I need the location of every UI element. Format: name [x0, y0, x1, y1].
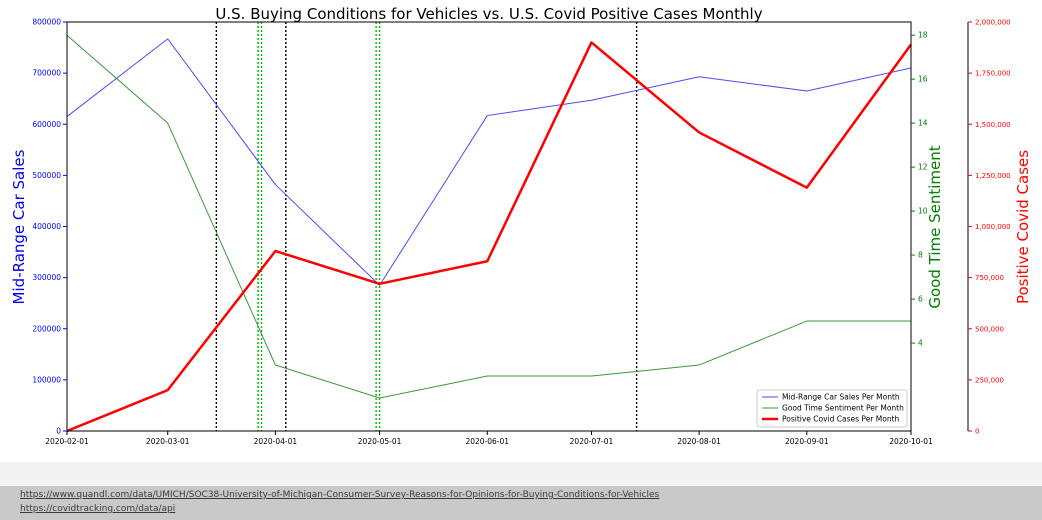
x-tick-label: 2020-03-01 — [146, 437, 190, 446]
axes-layer: 2020-02-01 2020-03-01 2020-04-01 2020-05-01… — [32, 18, 1010, 447]
left-tick-label: 700000 — [32, 69, 61, 78]
legend: Mid-Range Car Sales Per Month Good Time S… — [756, 389, 908, 428]
left-tick-label: 400000 — [32, 222, 61, 231]
right2-tick-label: 1,000,000 — [975, 223, 1011, 231]
legend-label: Good Time Sentiment Per Month — [782, 404, 904, 413]
legend-label: Mid-Range Car Sales Per Month — [782, 393, 900, 402]
left-tick-label: 600000 — [32, 120, 61, 129]
right1-tick-label: 4 — [918, 339, 923, 348]
left-axis-label: Mid-Range Car Sales — [10, 149, 28, 304]
right2-tick-label: 2,000,000 — [975, 19, 1011, 27]
source-link-quandl[interactable]: https://www.quandl.com/data/UMICH/SOC38-… — [20, 490, 660, 500]
right2-tick-label: 250,000 — [975, 376, 1004, 384]
left-tick-label: 100000 — [32, 375, 61, 384]
left-tick-label: 0 — [56, 427, 61, 436]
sources-bar: https://www.quandl.com/data/UMICH/SOC38-… — [0, 486, 1042, 520]
x-tick-label: 2020-05-01 — [358, 437, 402, 446]
source-link-covidtracking[interactable]: https://covidtracking.com/data/api — [20, 504, 176, 514]
right1-tick-label: 10 — [918, 207, 928, 216]
left-tick-label: 300000 — [32, 273, 61, 282]
right1-tick-label: 18 — [918, 31, 928, 40]
chart-title: U.S. Buying Conditions for Vehicles vs. … — [215, 5, 762, 23]
right2-tick-label: 1,500,000 — [975, 121, 1011, 129]
chart: U.S. Buying Conditions for Vehicles vs. … — [10, 5, 1032, 447]
legend-box — [756, 389, 908, 428]
legend-label: Positive Covid Cases Per Month — [782, 415, 900, 424]
right2-axis-label: Positive Covid Cases — [1014, 150, 1032, 304]
footer-band — [0, 462, 1042, 486]
left-tick-label: 800000 — [32, 18, 61, 27]
right2-tick-label: 750,000 — [975, 274, 1004, 282]
x-tick-label: 2020-09-01 — [785, 437, 829, 446]
x-tick-label: 2020-08-01 — [677, 437, 721, 446]
x-tick-label: 2020-10-01 — [889, 437, 933, 446]
left-tick-label: 200000 — [32, 324, 61, 333]
x-tick-label: 2020-04-01 — [254, 437, 298, 446]
right1-tick-label: 16 — [918, 75, 928, 84]
series-layer — [66, 34, 913, 433]
x-tick-label: 2020-02-01 — [45, 437, 89, 446]
left-tick-label: 500000 — [32, 171, 61, 180]
x-tick-label: 2020-07-01 — [570, 437, 614, 446]
right2-tick-label: 1,250,000 — [975, 172, 1011, 180]
right2-tick-label: 1,750,000 — [975, 70, 1011, 78]
right2-tick-label: 0 — [975, 428, 979, 436]
right1-tick-label: 14 — [918, 119, 928, 128]
right1-tick-label: 8 — [918, 251, 923, 260]
x-tick-label: 2020-06-01 — [465, 437, 509, 446]
right1-tick-label: 6 — [918, 295, 923, 304]
right1-tick-label: 12 — [918, 163, 928, 172]
right1-axis-label: Good Time Sentiment — [926, 145, 944, 308]
right2-tick-label: 500,000 — [975, 325, 1004, 333]
